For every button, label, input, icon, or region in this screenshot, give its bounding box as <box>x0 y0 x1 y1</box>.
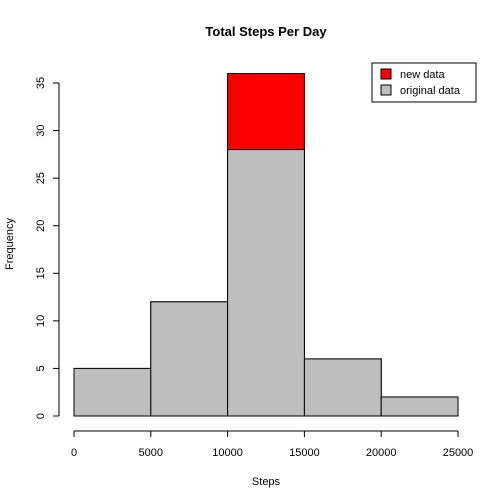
x-axis: 0 5000 10000 15000 20000 25000 <box>71 430 474 459</box>
bars-group <box>73 72 459 417</box>
bar-original-data-0 <box>73 367 152 417</box>
x-tick-label-2: 10000 <box>212 447 243 459</box>
y-tick-label-1: 5 <box>35 365 47 371</box>
x-axis-label: Steps <box>252 476 281 488</box>
y-tick-label-2: 10 <box>35 315 47 327</box>
y-axis: 0 5 10 15 20 25 30 35 <box>35 77 60 419</box>
legend-label-1: original data <box>400 85 461 97</box>
y-tick-label-0: 0 <box>35 413 47 419</box>
y-tick-label-7: 35 <box>35 77 47 89</box>
y-tick-label-5: 25 <box>35 172 47 184</box>
y-tick-label-3: 15 <box>35 267 47 279</box>
x-tick-label-4: 20000 <box>366 447 397 459</box>
bar-original-data-4 <box>380 396 459 417</box>
bar-original-data-3 <box>303 358 382 417</box>
bar-original-data-1 <box>150 301 229 417</box>
chart-title: Total Steps Per Day <box>205 24 327 39</box>
x-tick-label-5: 25000 <box>443 447 474 459</box>
legend-swatch-0 <box>380 68 392 80</box>
bar-original-data-2 <box>227 149 305 417</box>
x-tick-label-3: 15000 <box>289 447 320 459</box>
y-tick-label-6: 30 <box>35 124 47 136</box>
legend-label-0: new data <box>400 69 446 81</box>
x-tick-label-0: 0 <box>71 447 77 459</box>
y-axis-label: Frequency <box>4 218 16 270</box>
x-tick-label-1: 5000 <box>139 447 163 459</box>
legend-swatch-1 <box>380 84 392 96</box>
legend: new data original data <box>371 62 477 103</box>
y-tick-label-4: 20 <box>35 220 47 232</box>
